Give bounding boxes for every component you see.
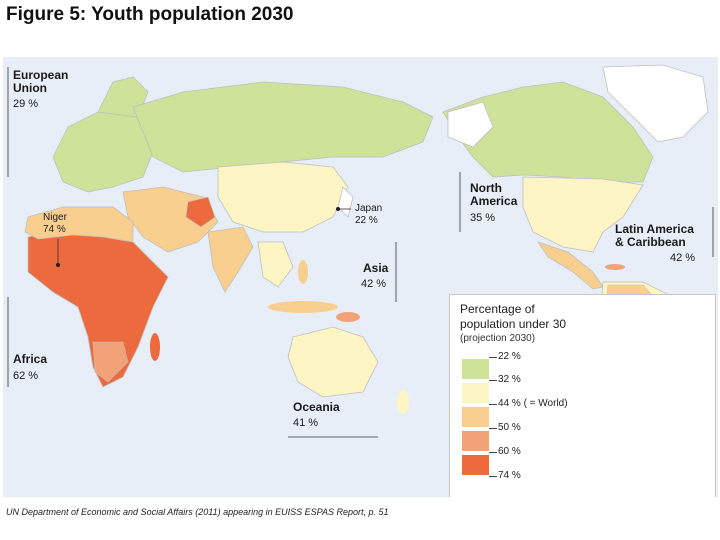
- legend-tick: [489, 476, 497, 477]
- legend-tick: [489, 452, 497, 453]
- afghanistan-shape: [185, 196, 216, 228]
- usa-shape: [522, 176, 644, 253]
- la-name-2: & Caribbean: [615, 235, 686, 249]
- africa-label: Africa: [13, 352, 48, 366]
- alaska-shape: [447, 101, 494, 148]
- figure-title: Figure 5: Youth population 2030: [6, 4, 294, 25]
- na-name-1: North: [470, 181, 502, 195]
- indonesia-shape: [268, 301, 338, 313]
- legend-tick: [489, 428, 497, 429]
- japan-label: Japan: [355, 203, 383, 214]
- la-name-1: Latin America: [615, 222, 694, 236]
- caribbean-shape: [605, 264, 625, 270]
- japan-shape: [337, 186, 354, 218]
- legend-subtitle: (projection 2030): [460, 333, 536, 344]
- australia-shape: [287, 326, 379, 398]
- legend-tick: [489, 404, 497, 405]
- north-africa-shape: [24, 206, 134, 243]
- madagascar-shape: [150, 333, 160, 361]
- legend-label-50: 50 %: [498, 422, 521, 433]
- china-shape: [217, 161, 349, 233]
- legend-swatch-74: [462, 455, 489, 475]
- southern-africa-shape: [92, 341, 129, 383]
- legend-label-32: 32 %: [498, 374, 521, 385]
- la-label: Latin America & Caribbean: [615, 223, 694, 249]
- central-america-shape: [537, 241, 604, 290]
- legend-title-1: Percentage of: [460, 302, 535, 316]
- legend-label-60: 60 %: [498, 446, 521, 457]
- japan-marker: [336, 207, 340, 211]
- legend-title-2: population under 30: [460, 317, 567, 331]
- legend-label-74: 74 %: [498, 470, 521, 481]
- legend-tick: [489, 357, 497, 358]
- new-zealand-shape: [397, 390, 409, 414]
- greenland-shape: [602, 64, 709, 143]
- asia-label: Asia: [363, 261, 389, 275]
- la-pct: 42 %: [670, 252, 696, 264]
- niger-marker: [56, 263, 60, 267]
- canada-shape: [442, 81, 654, 183]
- asia-pct: 42 %: [361, 278, 387, 290]
- legend-label-44: 44 % ( = World): [498, 398, 568, 409]
- philippines-shape: [298, 260, 308, 284]
- legend-swatch-44: [462, 383, 489, 403]
- niger-label: Niger: [43, 212, 67, 223]
- na-name-2: America: [470, 194, 518, 208]
- niger-pct: 74 %: [43, 224, 66, 235]
- world-map: European Union 29 % Niger 74 % Africa 62…: [3, 57, 718, 497]
- oceania-label: Oceania: [293, 400, 340, 414]
- oceania-pct: 41 %: [293, 417, 319, 429]
- legend-tick: [489, 380, 497, 381]
- legend-swatch-32: [462, 359, 489, 379]
- southeast-asia-shape: [257, 241, 294, 288]
- legend-label-22: 22 %: [498, 351, 521, 362]
- na-pct: 35 %: [470, 212, 496, 224]
- eu-label: European Union: [13, 69, 68, 95]
- eu-name-1: European: [13, 68, 69, 82]
- na-label: North America: [470, 182, 517, 208]
- eu-pct: 29 %: [13, 98, 39, 110]
- source-caption: UN Department of Economic and Social Aff…: [6, 507, 389, 517]
- japan-pct: 22 %: [355, 215, 378, 226]
- legend-swatch-60: [462, 431, 489, 451]
- india-shape: [207, 226, 254, 293]
- russia-shape: [132, 81, 434, 173]
- map-legend: Percentage of population under 30 (proje…: [449, 294, 716, 497]
- legend-swatch-50: [462, 407, 489, 427]
- africa-pct: 62 %: [13, 370, 39, 382]
- legend-title: Percentage of population under 30: [460, 302, 566, 332]
- eu-name-2: Union: [13, 81, 47, 95]
- new-guinea-shape: [336, 312, 360, 322]
